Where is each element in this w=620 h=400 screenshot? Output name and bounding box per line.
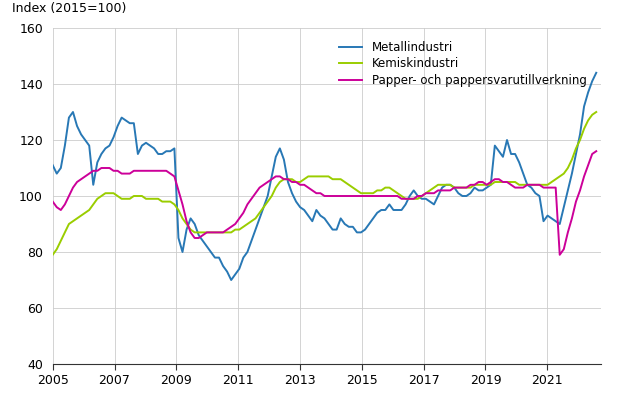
Metallindustri — [523, 182, 531, 187]
Line: Papper- och pappersvarutillverkning: Papper- och pappersvarutillverkning — [53, 151, 596, 255]
Kemiskindustri — [593, 110, 600, 114]
Metallindustri — [49, 163, 56, 168]
Metallindustri — [361, 227, 369, 232]
Papper- och pappersvarutillverkning — [438, 188, 446, 193]
Papper- och pappersvarutillverkning — [520, 185, 527, 190]
Text: Index (2015=100): Index (2015=100) — [12, 2, 126, 14]
Kemiskindustri — [556, 174, 564, 179]
Papper- och pappersvarutillverkning — [357, 194, 365, 198]
Metallindustri — [593, 70, 600, 75]
Papper- och pappersvarutillverkning — [560, 247, 567, 252]
Kemiskindustri — [49, 252, 56, 257]
Metallindustri — [443, 182, 450, 187]
Legend: Metallindustri, Kemiskindustri, Papper- och pappersvarutillverkning: Metallindustri, Kemiskindustri, Papper- … — [335, 37, 590, 90]
Papper- och pappersvarutillverkning — [49, 199, 56, 204]
Papper- och pappersvarutillverkning — [337, 194, 345, 198]
Kemiskindustri — [520, 182, 527, 187]
Line: Metallindustri: Metallindustri — [53, 73, 596, 280]
Kemiskindustri — [357, 191, 365, 196]
Papper- och pappersvarutillverkning — [556, 252, 564, 257]
Line: Kemiskindustri: Kemiskindustri — [53, 112, 596, 255]
Metallindustri — [560, 205, 567, 210]
Papper- och pappersvarutillverkning — [593, 149, 600, 154]
Metallindustri — [228, 278, 235, 282]
Kemiskindustri — [337, 177, 345, 182]
Papper- och pappersvarutillverkning — [175, 188, 182, 193]
Kemiskindustri — [438, 182, 446, 187]
Kemiskindustri — [175, 208, 182, 212]
Metallindustri — [341, 222, 348, 226]
Metallindustri — [175, 236, 182, 240]
